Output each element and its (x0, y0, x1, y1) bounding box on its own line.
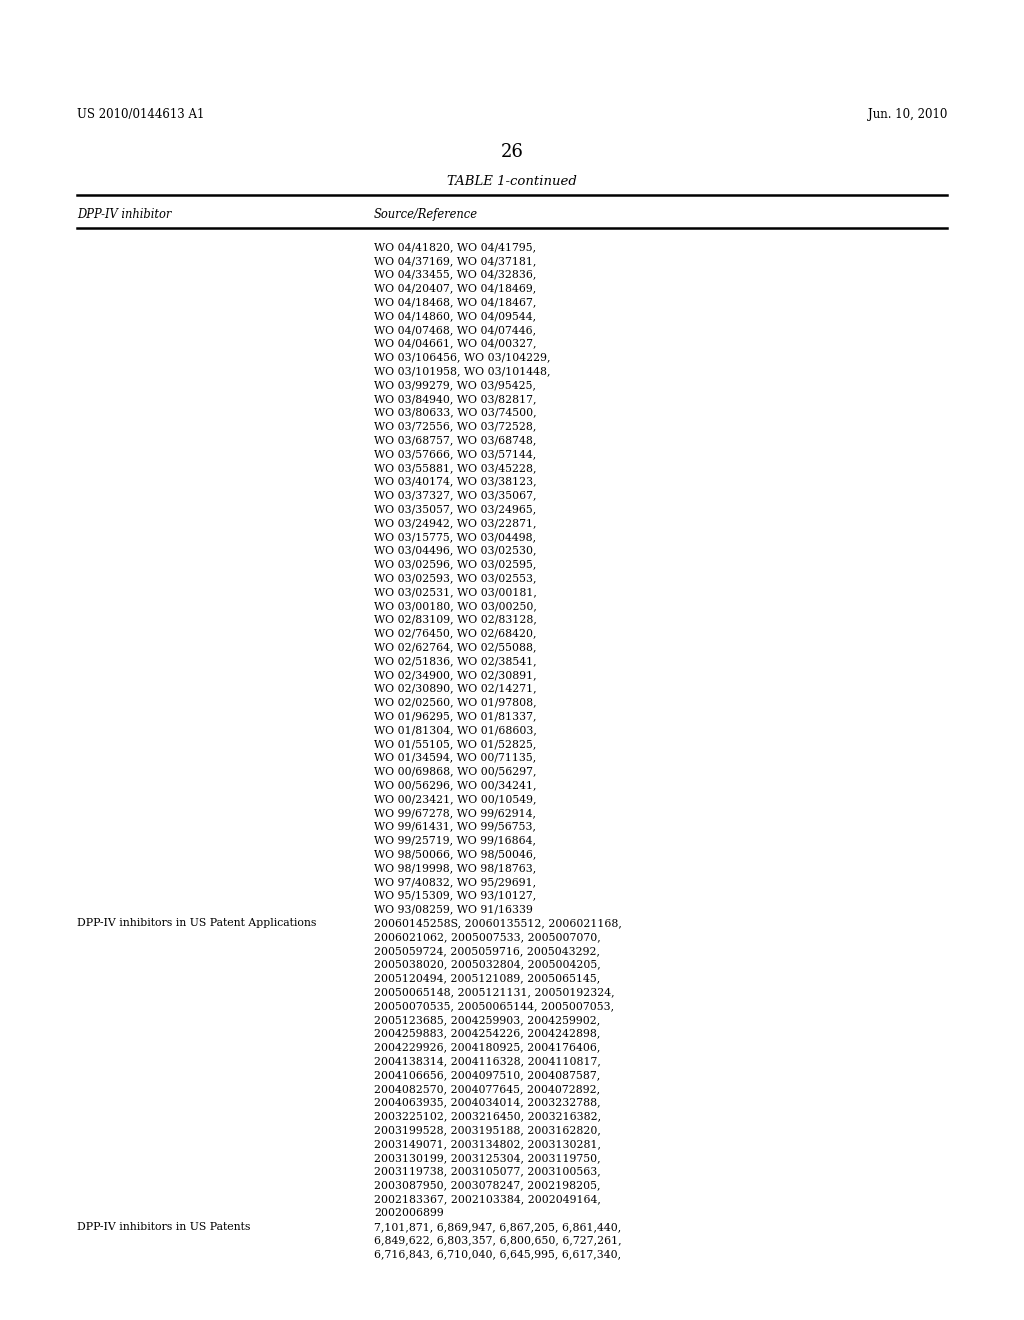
Text: WO 02/30890, WO 02/14271,: WO 02/30890, WO 02/14271, (374, 684, 537, 693)
Text: WO 03/106456, WO 03/104229,: WO 03/106456, WO 03/104229, (374, 352, 550, 363)
Text: WO 04/04661, WO 04/00327,: WO 04/04661, WO 04/00327, (374, 339, 537, 348)
Text: 2006021062, 2005007533, 2005007070,: 2006021062, 2005007533, 2005007070, (374, 932, 600, 942)
Text: DPP-IV inhibitor: DPP-IV inhibitor (77, 209, 171, 220)
Text: 2004106656, 2004097510, 2004087587,: 2004106656, 2004097510, 2004087587, (374, 1071, 600, 1080)
Text: WO 01/34594, WO 00/71135,: WO 01/34594, WO 00/71135, (374, 752, 536, 763)
Text: WO 03/02596, WO 03/02595,: WO 03/02596, WO 03/02595, (374, 560, 537, 569)
Text: 2004063935, 2004034014, 2003232788,: 2004063935, 2004034014, 2003232788, (374, 1098, 600, 1107)
Text: 2003149071, 2003134802, 2003130281,: 2003149071, 2003134802, 2003130281, (374, 1139, 601, 1148)
Text: WO 03/57666, WO 03/57144,: WO 03/57666, WO 03/57144, (374, 449, 536, 459)
Text: WO 99/25719, WO 99/16864,: WO 99/25719, WO 99/16864, (374, 836, 536, 845)
Text: WO 04/14860, WO 04/09544,: WO 04/14860, WO 04/09544, (374, 312, 536, 321)
Text: WO 01/81304, WO 01/68603,: WO 01/81304, WO 01/68603, (374, 725, 537, 735)
Text: WO 03/84940, WO 03/82817,: WO 03/84940, WO 03/82817, (374, 393, 537, 404)
Text: DPP-IV inhibitors in US Patent Applications: DPP-IV inhibitors in US Patent Applicati… (77, 919, 316, 928)
Text: WO 03/68757, WO 03/68748,: WO 03/68757, WO 03/68748, (374, 436, 537, 445)
Text: WO 93/08259, WO 91/16339: WO 93/08259, WO 91/16339 (374, 904, 532, 915)
Text: 20050065148, 2005121131, 20050192324,: 20050065148, 2005121131, 20050192324, (374, 987, 614, 997)
Text: WO 01/55105, WO 01/52825,: WO 01/55105, WO 01/52825, (374, 739, 537, 748)
Text: 2002183367, 2002103384, 2002049164,: 2002183367, 2002103384, 2002049164, (374, 1195, 601, 1204)
Text: WO 03/15775, WO 03/04498,: WO 03/15775, WO 03/04498, (374, 532, 536, 541)
Text: 2005038020, 2005032804, 2005004205,: 2005038020, 2005032804, 2005004205, (374, 960, 600, 970)
Text: WO 02/83109, WO 02/83128,: WO 02/83109, WO 02/83128, (374, 615, 537, 624)
Text: WO 02/51836, WO 02/38541,: WO 02/51836, WO 02/38541, (374, 656, 537, 667)
Text: WO 03/02531, WO 03/00181,: WO 03/02531, WO 03/00181, (374, 587, 537, 597)
Text: WO 03/35057, WO 03/24965,: WO 03/35057, WO 03/24965, (374, 504, 536, 515)
Text: 2003199528, 2003195188, 2003162820,: 2003199528, 2003195188, 2003162820, (374, 1125, 601, 1135)
Text: WO 03/101958, WO 03/101448,: WO 03/101958, WO 03/101448, (374, 366, 550, 376)
Text: WO 04/18468, WO 04/18467,: WO 04/18468, WO 04/18467, (374, 297, 537, 308)
Text: US 2010/0144613 A1: US 2010/0144613 A1 (77, 108, 204, 121)
Text: WO 01/96295, WO 01/81337,: WO 01/96295, WO 01/81337, (374, 711, 537, 721)
Text: WO 97/40832, WO 95/29691,: WO 97/40832, WO 95/29691, (374, 876, 536, 887)
Text: 2004229926, 2004180925, 2004176406,: 2004229926, 2004180925, 2004176406, (374, 1043, 600, 1052)
Text: 2005059724, 2005059716, 2005043292,: 2005059724, 2005059716, 2005043292, (374, 946, 600, 956)
Text: WO 03/24942, WO 03/22871,: WO 03/24942, WO 03/22871, (374, 517, 537, 528)
Text: 26: 26 (501, 143, 523, 161)
Text: DPP-IV inhibitors in US Patents: DPP-IV inhibitors in US Patents (77, 1222, 250, 1232)
Text: WO 00/23421, WO 00/10549,: WO 00/23421, WO 00/10549, (374, 795, 537, 804)
Text: 2002006899: 2002006899 (374, 1208, 443, 1218)
Text: WO 04/07468, WO 04/07446,: WO 04/07468, WO 04/07446, (374, 325, 536, 335)
Text: WO 04/33455, WO 04/32836,: WO 04/33455, WO 04/32836, (374, 269, 537, 280)
Text: 2003130199, 2003125304, 2003119750,: 2003130199, 2003125304, 2003119750, (374, 1152, 600, 1163)
Text: WO 03/04496, WO 03/02530,: WO 03/04496, WO 03/02530, (374, 545, 537, 556)
Text: WO 03/55881, WO 03/45228,: WO 03/55881, WO 03/45228, (374, 463, 537, 473)
Text: WO 98/50066, WO 98/50046,: WO 98/50066, WO 98/50046, (374, 849, 537, 859)
Text: WO 04/37169, WO 04/37181,: WO 04/37169, WO 04/37181, (374, 256, 537, 265)
Text: TABLE 1-continued: TABLE 1-continued (447, 176, 577, 187)
Text: 2003225102, 2003216450, 2003216382,: 2003225102, 2003216450, 2003216382, (374, 1111, 601, 1122)
Text: WO 04/20407, WO 04/18469,: WO 04/20407, WO 04/18469, (374, 284, 536, 293)
Text: WO 02/62764, WO 02/55088,: WO 02/62764, WO 02/55088, (374, 643, 537, 652)
Text: WO 02/34900, WO 02/30891,: WO 02/34900, WO 02/30891, (374, 669, 537, 680)
Text: 2005123685, 2004259903, 2004259902,: 2005123685, 2004259903, 2004259902, (374, 1015, 600, 1024)
Text: 6,849,622, 6,803,357, 6,800,650, 6,727,261,: 6,849,622, 6,803,357, 6,800,650, 6,727,2… (374, 1236, 622, 1246)
Text: 2005120494, 2005121089, 2005065145,: 2005120494, 2005121089, 2005065145, (374, 973, 600, 983)
Text: 7,101,871, 6,869,947, 6,867,205, 6,861,440,: 7,101,871, 6,869,947, 6,867,205, 6,861,4… (374, 1222, 621, 1232)
Text: WO 03/40174, WO 03/38123,: WO 03/40174, WO 03/38123, (374, 477, 537, 487)
Text: Jun. 10, 2010: Jun. 10, 2010 (867, 108, 947, 121)
Text: WO 95/15309, WO 93/10127,: WO 95/15309, WO 93/10127, (374, 891, 536, 900)
Text: WO 03/37327, WO 03/35067,: WO 03/37327, WO 03/35067, (374, 491, 537, 500)
Text: WO 99/61431, WO 99/56753,: WO 99/61431, WO 99/56753, (374, 821, 536, 832)
Text: WO 02/76450, WO 02/68420,: WO 02/76450, WO 02/68420, (374, 628, 537, 639)
Text: 2003087950, 2003078247, 2002198205,: 2003087950, 2003078247, 2002198205, (374, 1180, 600, 1191)
Text: WO 00/56296, WO 00/34241,: WO 00/56296, WO 00/34241, (374, 780, 537, 791)
Text: 2004138314, 2004116328, 2004110817,: 2004138314, 2004116328, 2004110817, (374, 1056, 601, 1067)
Text: 20060145258S, 20060135512, 2006021168,: 20060145258S, 20060135512, 2006021168, (374, 919, 622, 928)
Text: WO 99/67278, WO 99/62914,: WO 99/67278, WO 99/62914, (374, 808, 536, 818)
Text: WO 03/00180, WO 03/00250,: WO 03/00180, WO 03/00250, (374, 601, 537, 611)
Text: WO 00/69868, WO 00/56297,: WO 00/69868, WO 00/56297, (374, 767, 537, 776)
Text: WO 03/80633, WO 03/74500,: WO 03/80633, WO 03/74500, (374, 408, 537, 417)
Text: Source/Reference: Source/Reference (374, 209, 478, 220)
Text: 2004259883, 2004254226, 2004242898,: 2004259883, 2004254226, 2004242898, (374, 1028, 600, 1039)
Text: WO 03/99279, WO 03/95425,: WO 03/99279, WO 03/95425, (374, 380, 536, 389)
Text: 2004082570, 2004077645, 2004072892,: 2004082570, 2004077645, 2004072892, (374, 1084, 600, 1094)
Text: WO 04/41820, WO 04/41795,: WO 04/41820, WO 04/41795, (374, 242, 536, 252)
Text: WO 02/02560, WO 01/97808,: WO 02/02560, WO 01/97808, (374, 697, 537, 708)
Text: WO 98/19998, WO 98/18763,: WO 98/19998, WO 98/18763, (374, 863, 536, 873)
Text: WO 03/72556, WO 03/72528,: WO 03/72556, WO 03/72528, (374, 421, 537, 432)
Text: 2003119738, 2003105077, 2003100563,: 2003119738, 2003105077, 2003100563, (374, 1167, 600, 1176)
Text: 6,716,843, 6,710,040, 6,645,995, 6,617,340,: 6,716,843, 6,710,040, 6,645,995, 6,617,3… (374, 1250, 621, 1259)
Text: 20050070535, 20050065144, 2005007053,: 20050070535, 20050065144, 2005007053, (374, 1001, 613, 1011)
Text: WO 03/02593, WO 03/02553,: WO 03/02593, WO 03/02553, (374, 573, 537, 583)
